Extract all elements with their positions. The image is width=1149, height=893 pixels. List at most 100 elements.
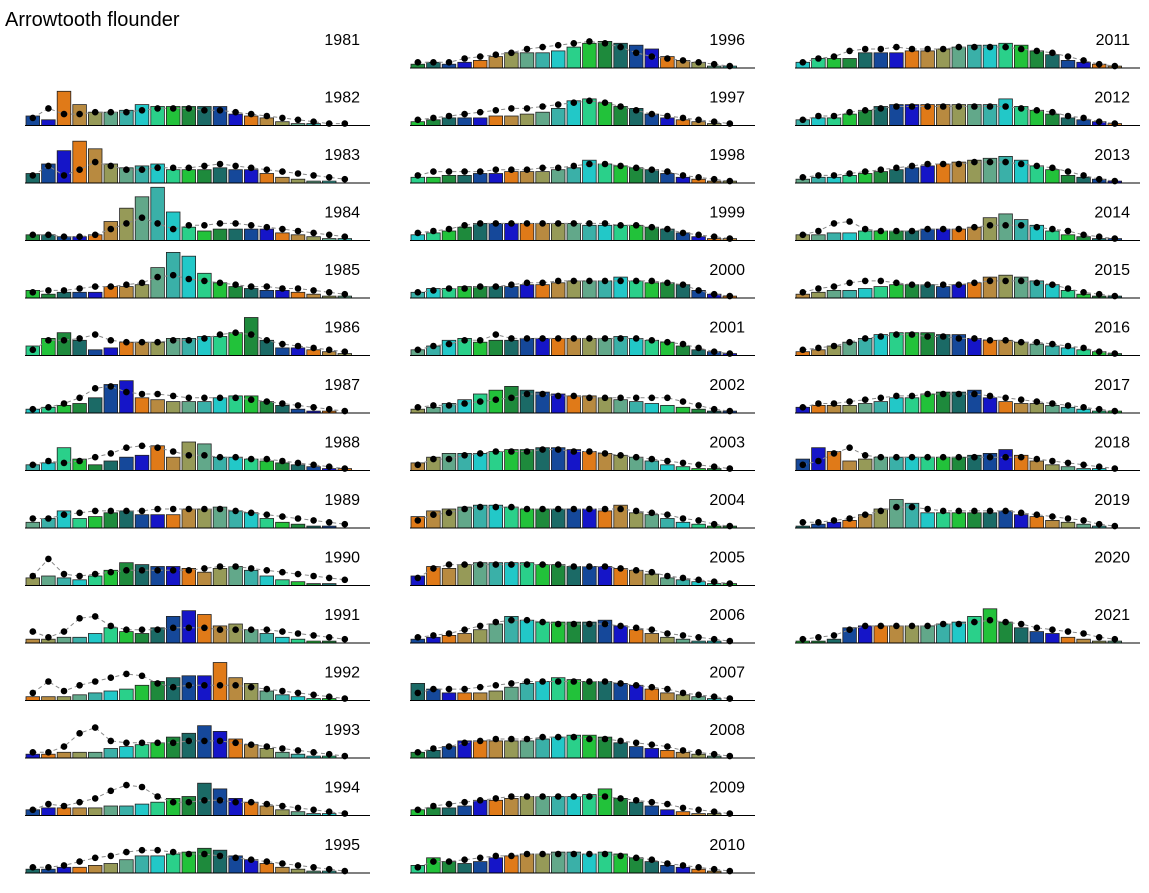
expected-dot	[939, 225, 947, 233]
expected-dot	[461, 222, 468, 229]
expected-dot	[939, 160, 947, 168]
expected-dot	[726, 580, 734, 587]
bar	[826, 289, 842, 299]
bar	[119, 631, 134, 644]
expected-dot	[726, 235, 734, 242]
expected-dot	[476, 220, 484, 227]
expected-dot	[1095, 348, 1103, 356]
expected-dot	[554, 850, 562, 858]
bar	[566, 167, 582, 184]
bar	[41, 293, 56, 299]
expected-dot	[341, 407, 349, 415]
expected-dot	[29, 405, 37, 413]
expected-dot	[908, 503, 916, 511]
expected-dot	[263, 685, 271, 693]
expected-dot	[523, 616, 531, 624]
expected-dot	[830, 400, 838, 407]
expected-dot	[279, 687, 286, 695]
bar	[72, 403, 87, 414]
bar	[551, 50, 566, 69]
expected-dot	[91, 231, 99, 239]
bar	[904, 167, 920, 184]
expected-dot	[294, 747, 302, 754]
expected-dot	[726, 407, 734, 415]
expected-dot	[815, 457, 822, 465]
expected-dot	[570, 793, 578, 800]
expected-dot	[461, 561, 468, 568]
bar	[72, 579, 87, 586]
expected-dot	[908, 392, 916, 400]
expected-dot	[1002, 618, 1009, 626]
bar	[904, 397, 920, 414]
bar	[134, 633, 150, 644]
bar	[675, 521, 691, 529]
bar	[998, 98, 1013, 126]
expected-dot	[586, 793, 593, 800]
expected-dot	[1049, 225, 1056, 233]
bar	[426, 176, 441, 184]
expected-dot	[476, 683, 484, 691]
expected-dot	[414, 574, 422, 582]
bar	[88, 464, 103, 471]
expected-dot	[492, 51, 500, 58]
expected-dot	[430, 802, 437, 810]
expected-dot	[91, 158, 99, 166]
expected-dot	[664, 630, 671, 637]
expected-dot	[279, 802, 286, 810]
expected-dot	[955, 390, 963, 398]
bar	[150, 267, 165, 299]
bar	[582, 42, 597, 69]
expected-dot	[461, 110, 468, 118]
bar	[535, 171, 550, 184]
expected-dot	[617, 335, 624, 342]
bar	[228, 228, 243, 241]
expected-dot	[710, 520, 718, 528]
expected-dot	[664, 457, 671, 465]
expected-dot	[185, 850, 193, 858]
bar	[457, 61, 472, 69]
expected-dot	[60, 233, 68, 240]
expected-dot	[554, 561, 562, 568]
expected-dot	[29, 172, 37, 179]
expected-dot	[430, 685, 437, 693]
expected-dot	[138, 214, 146, 221]
bar	[259, 863, 275, 874]
bar	[1029, 516, 1045, 529]
bar	[181, 169, 197, 184]
expected-dot	[586, 620, 593, 628]
expected-dot	[924, 160, 931, 168]
bar	[597, 224, 613, 241]
expected-dot	[123, 626, 130, 633]
expected-dot	[60, 743, 68, 750]
expected-dot	[1111, 177, 1119, 185]
expected-dot	[263, 511, 271, 518]
bar	[290, 408, 306, 414]
expected-dot	[846, 515, 853, 522]
expected-dot	[476, 622, 484, 630]
expected-dot	[201, 394, 208, 402]
expected-dot	[325, 808, 333, 815]
expected-dot	[1111, 407, 1119, 415]
expected-dot	[341, 576, 349, 584]
bar	[119, 562, 134, 586]
expected-dot	[893, 279, 900, 287]
expected-dot	[263, 398, 271, 405]
expected-dot	[476, 797, 484, 804]
expected-dot	[76, 233, 83, 240]
expected-dot	[461, 739, 468, 747]
expected-dot	[710, 60, 718, 68]
expected-dot	[123, 848, 130, 856]
bar	[181, 401, 197, 414]
bar	[488, 173, 504, 184]
expected-dot	[924, 281, 931, 289]
bar	[212, 228, 228, 241]
bar	[488, 623, 504, 644]
panel-label: 1983	[324, 147, 360, 164]
expected-dot	[508, 281, 515, 289]
expected-dot	[294, 570, 302, 578]
expected-dot	[679, 398, 687, 405]
expected-dot	[107, 450, 115, 457]
bar	[441, 568, 457, 586]
bar	[275, 636, 290, 644]
bar	[72, 140, 87, 184]
